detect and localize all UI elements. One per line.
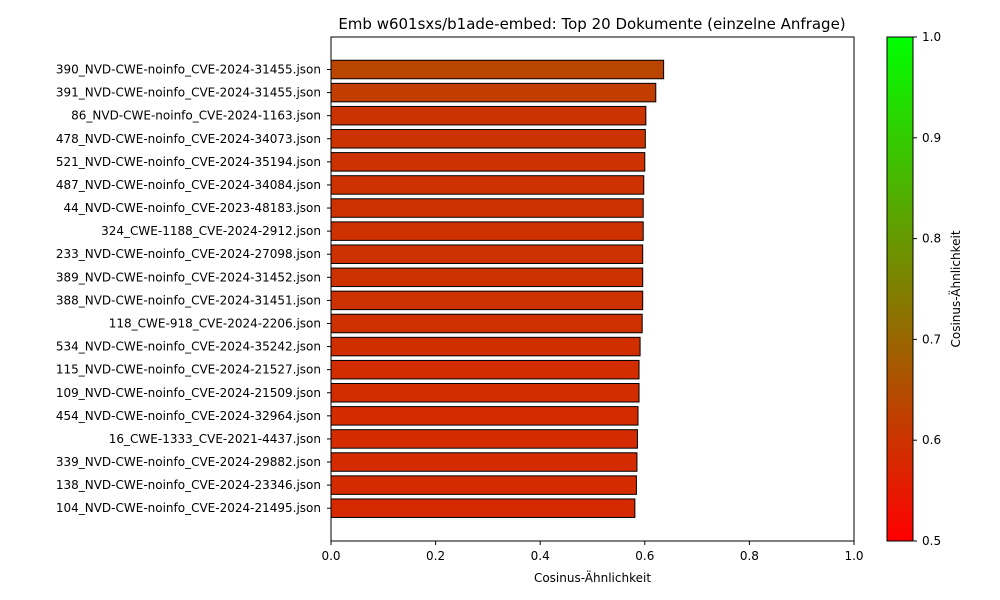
bar — [330, 152, 646, 172]
bars-group — [330, 59, 665, 518]
y-tick-label: 44_NVD-CWE-noinfo_CVE-2023-48183.json — [63, 201, 321, 215]
bar — [330, 198, 644, 218]
bar — [330, 129, 646, 149]
y-tick-label: 390_NVD-CWE-noinfo_CVE-2024-31455.json — [56, 63, 321, 77]
bar — [330, 105, 647, 126]
x-tick-label: 0.2 — [426, 549, 445, 563]
y-tick-label: 104_NVD-CWE-noinfo_CVE-2024-21495.json — [56, 501, 321, 515]
bar — [330, 359, 640, 380]
y-tick-labels: 390_NVD-CWE-noinfo_CVE-2024-31455.json 39… — [56, 63, 331, 515]
bar — [330, 498, 636, 518]
bar — [330, 336, 641, 357]
colorbar-label: Cosinus-Ähnlichkeit — [948, 230, 963, 347]
bar — [330, 383, 640, 403]
x-axis-label: Cosinus-Ähnlichkeit — [534, 570, 651, 585]
colorbar-tick-label: 0.7 — [922, 332, 941, 346]
y-tick-label: 521_NVD-CWE-noinfo_CVE-2024-35194.json — [56, 155, 321, 169]
colorbar-tick-label: 0.8 — [922, 232, 941, 246]
colorbar-tick-label: 0.6 — [922, 433, 941, 447]
y-tick-label: 339_NVD-CWE-noinfo_CVE-2024-29882.json — [56, 455, 321, 469]
x-tick-label: 0.6 — [635, 549, 654, 563]
bar — [330, 475, 637, 495]
x-axis-ticks: 0.0 0.2 0.4 0.6 0.8 1.0 — [321, 541, 864, 563]
colorbar-tick-label: 0.5 — [922, 534, 941, 548]
chart-title: Emb w601sxs/b1ade-embed: Top 20 Dokument… — [338, 15, 845, 33]
bar — [330, 406, 639, 426]
x-tick-label: 0.4 — [531, 549, 550, 563]
bar — [330, 175, 645, 195]
y-tick-label: 86_NVD-CWE-noinfo_CVE-2024-1163.json — [71, 109, 321, 123]
plot-area-frame — [330, 36, 855, 542]
bar — [330, 429, 638, 449]
bar — [330, 267, 644, 288]
bar — [330, 82, 657, 103]
y-tick-label: 478_NVD-CWE-noinfo_CVE-2024-34073.json — [56, 132, 321, 146]
y-tick-label: 115_NVD-CWE-noinfo_CVE-2024-21527.json — [56, 363, 321, 377]
colorbar — [886, 36, 914, 542]
bar — [330, 59, 665, 80]
x-tick-label: 0.0 — [321, 549, 340, 563]
y-tick-label: 487_NVD-CWE-noinfo_CVE-2024-34084.json — [56, 178, 321, 192]
y-tick-label: 233_NVD-CWE-noinfo_CVE-2024-27098.json — [56, 247, 321, 261]
bar — [330, 452, 638, 472]
y-tick-label: 118_CWE-918_CVE-2024-2206.json — [109, 316, 321, 330]
colorbar-tick-label: 1.0 — [922, 30, 941, 44]
bar — [330, 313, 643, 334]
y-tick-label: 388_NVD-CWE-noinfo_CVE-2024-31451.json — [56, 293, 321, 307]
bar — [330, 221, 644, 241]
y-tick-label: 138_NVD-CWE-noinfo_CVE-2024-23346.json — [56, 478, 321, 492]
colorbar-tick-label: 0.9 — [922, 131, 941, 145]
x-tick-label: 0.8 — [740, 549, 759, 563]
y-tick-label: 16_CWE-1333_CVE-2021-4437.json — [109, 432, 321, 446]
y-tick-label: 389_NVD-CWE-noinfo_CVE-2024-31452.json — [56, 270, 321, 284]
bar — [330, 290, 644, 311]
x-tick-label: 1.0 — [844, 549, 863, 563]
y-tick-label: 534_NVD-CWE-noinfo_CVE-2024-35242.json — [56, 340, 321, 354]
y-tick-label: 109_NVD-CWE-noinfo_CVE-2024-21509.json — [56, 386, 321, 400]
y-tick-label: 324_CWE-1188_CVE-2024-2912.json — [101, 224, 321, 238]
y-tick-label: 454_NVD-CWE-noinfo_CVE-2024-32964.json — [56, 409, 321, 423]
bar — [330, 244, 644, 264]
colorbar-ticks: 0.5 0.6 0.7 0.8 0.9 1.0 — [913, 30, 941, 548]
y-tick-label: 391_NVD-CWE-noinfo_CVE-2024-31455.json — [56, 86, 321, 100]
